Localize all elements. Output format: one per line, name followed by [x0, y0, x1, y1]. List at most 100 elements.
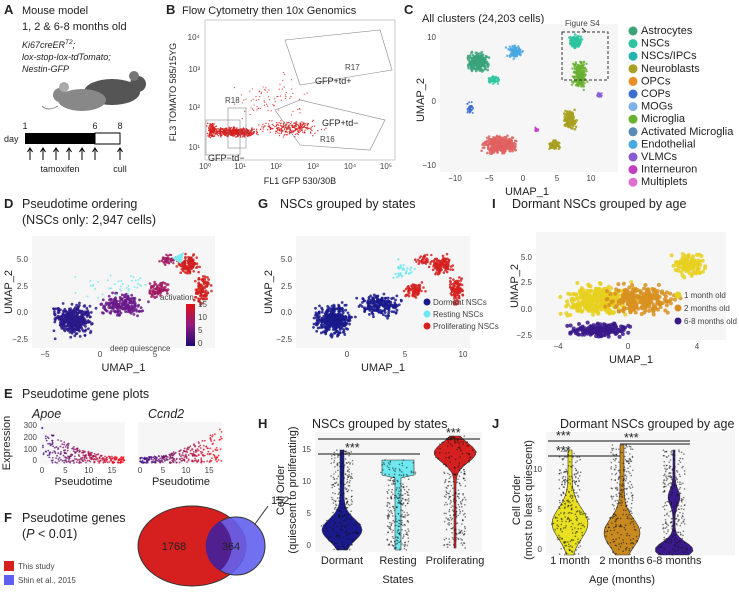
dot: [241, 94, 242, 95]
dot: [310, 129, 311, 130]
dot: [216, 125, 218, 127]
dot: [86, 315, 89, 318]
dot: [74, 324, 77, 327]
dot: [467, 58, 470, 61]
y-tick-label: −2.5: [276, 335, 292, 344]
dot: [395, 294, 398, 297]
dot: [567, 126, 570, 129]
dot: [267, 110, 268, 111]
gate-label: R18: [225, 96, 240, 105]
panel-letter: A: [4, 2, 14, 17]
dot: [537, 128, 539, 130]
dot: [502, 147, 505, 150]
dot: [484, 66, 487, 69]
dot: [281, 133, 282, 134]
dot: [212, 123, 214, 125]
dot: [609, 286, 613, 290]
dot: [184, 253, 187, 256]
dot: [256, 130, 258, 132]
dot: [574, 68, 576, 70]
dot: [337, 310, 340, 313]
dot: [192, 253, 195, 256]
dot: [137, 279, 139, 281]
dot: [558, 295, 562, 299]
dot: [250, 114, 251, 115]
dot: [149, 282, 152, 285]
dot: [201, 286, 204, 289]
dot: [226, 135, 228, 137]
dot: [581, 73, 583, 75]
dot: [191, 263, 194, 266]
dot: [433, 259, 436, 262]
dot: [232, 131, 234, 133]
dot: [369, 302, 372, 305]
dot: [160, 282, 163, 285]
dot: [230, 127, 232, 129]
dot: [281, 128, 282, 129]
dot: [310, 131, 311, 132]
dot: [479, 58, 482, 61]
dot: [75, 321, 78, 324]
dot: [311, 127, 312, 128]
cull-label: cull: [113, 164, 127, 174]
dot: [207, 282, 210, 285]
dot: [251, 127, 253, 129]
dot: [480, 149, 483, 152]
dot: [110, 287, 112, 289]
dot: [92, 284, 94, 286]
dot: [421, 281, 424, 284]
dot: [197, 271, 200, 274]
dot: [190, 267, 193, 270]
color-bar-label: activation: [160, 293, 194, 302]
dot: [168, 254, 170, 256]
dot: [61, 313, 64, 316]
dot: [172, 262, 174, 264]
dot: [284, 125, 285, 126]
dot: [203, 293, 206, 296]
dot: [284, 127, 285, 128]
dot: [257, 134, 259, 136]
dot: [268, 89, 269, 90]
x-tick-label: 5: [555, 174, 560, 183]
dot: [268, 123, 269, 124]
dot: [223, 133, 225, 135]
dot: [437, 270, 440, 273]
dot: [108, 295, 111, 298]
dot: [214, 128, 216, 130]
dot: [87, 327, 90, 330]
dot: [150, 285, 153, 288]
legend-label: Proliferating NSCs: [433, 322, 499, 331]
dot: [571, 41, 574, 44]
dot: [440, 266, 443, 269]
dot: [275, 133, 276, 134]
legend-label: Multiplets: [641, 176, 688, 188]
dot: [303, 122, 304, 123]
dot: [413, 268, 415, 270]
x-tick-label: 10⁴: [344, 162, 357, 171]
dot: [292, 111, 293, 112]
dot: [307, 125, 308, 126]
dot: [384, 307, 387, 310]
dot: [110, 298, 113, 301]
dot: [563, 124, 566, 127]
dot: [608, 292, 612, 296]
dot: [396, 276, 398, 278]
dot: [308, 128, 309, 129]
dot: [512, 136, 515, 139]
dot: [577, 35, 580, 38]
dot: [133, 313, 136, 316]
genotype: lox-stop-lox-tdTomato;: [22, 52, 111, 62]
dot: [102, 312, 105, 315]
dot: [298, 132, 299, 133]
dot: [243, 133, 245, 135]
dot: [453, 293, 456, 296]
dot: [256, 106, 257, 107]
dot: [324, 331, 327, 334]
dot: [371, 306, 374, 309]
dot: [296, 133, 297, 134]
x-tick-label: −4: [553, 342, 563, 351]
dot: [89, 305, 92, 308]
legend-swatch: [629, 27, 638, 36]
dot: [74, 317, 77, 320]
dot: [321, 129, 322, 130]
